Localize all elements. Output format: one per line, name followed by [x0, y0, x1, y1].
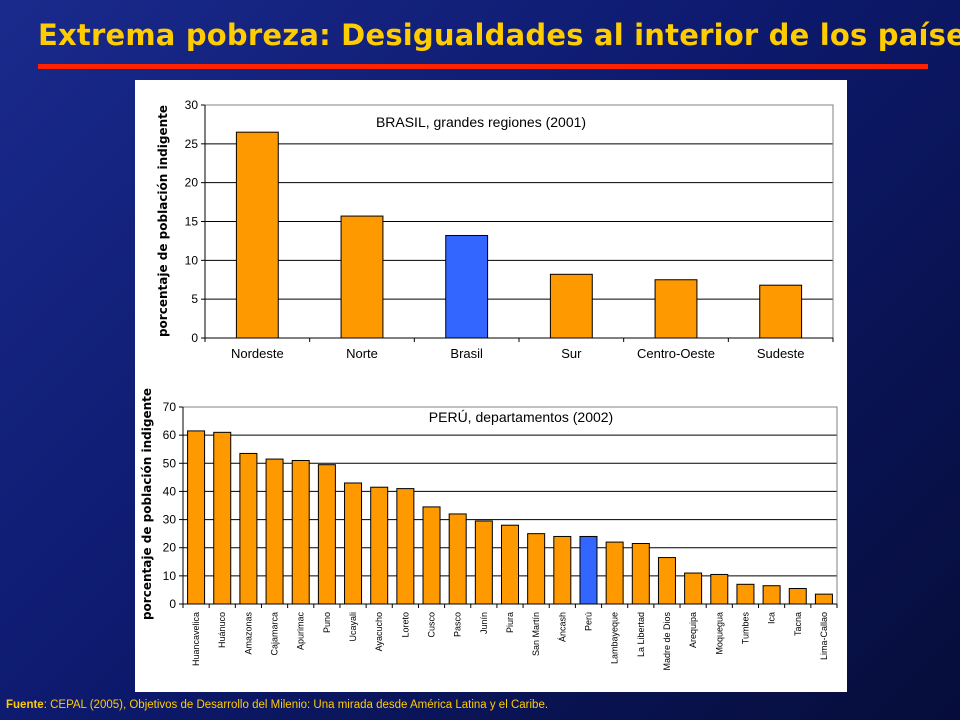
- category-label: Ica: [767, 612, 777, 624]
- bar: [340, 215, 384, 339]
- bar: [448, 513, 467, 605]
- source-label: Fuente: [6, 699, 44, 711]
- bar: [370, 486, 389, 605]
- category-label: Norte: [346, 346, 378, 361]
- category-label: Huánuco: [217, 612, 227, 648]
- bar: [553, 535, 572, 605]
- y-tick-label: 5: [191, 292, 198, 306]
- bar: [235, 131, 279, 339]
- bar: [445, 234, 489, 339]
- bar: [736, 583, 755, 605]
- category-label: Sudeste: [757, 346, 805, 361]
- y-tick-label: 20: [163, 541, 177, 555]
- source-text: : CEPAL (2005), Objetivos de Desarrollo …: [43, 699, 549, 711]
- y-tick-label: 10: [163, 569, 177, 583]
- bar: [317, 464, 336, 605]
- y-tick-label: 25: [185, 137, 199, 151]
- category-label: Amazonas: [243, 612, 253, 655]
- y-tick-label: 60: [163, 428, 177, 442]
- category-label: Moquegua: [714, 612, 724, 655]
- category-label: Sur: [561, 346, 582, 361]
- category-label: Tumbes: [740, 612, 750, 645]
- chart-title: BRASIL, grandes regiones (2001): [376, 114, 586, 130]
- bar: [631, 542, 650, 605]
- category-label: Cusco: [427, 612, 437, 638]
- category-label: Centro-Oeste: [637, 346, 715, 361]
- category-label: San Martín: [531, 612, 541, 656]
- y-tick-label: 40: [163, 484, 177, 498]
- bar: [759, 284, 803, 339]
- category-label: Arequipa: [688, 612, 698, 648]
- category-label: Junín: [479, 612, 489, 634]
- category-label: Loreto: [400, 612, 410, 638]
- y-tick-label: 0: [191, 331, 198, 345]
- chart-1: 0 5 10 15 20 25 30 Nordeste Norte Brasil Sur Centro…: [156, 98, 834, 361]
- category-label: Lambayeque: [610, 612, 620, 664]
- source-note: Fuente: CEPAL (2005), Objetivos de Desar…: [6, 699, 548, 711]
- category-label: Madre de Dios: [662, 612, 672, 671]
- charts-svg: 0 5 10 15 20 25 30 Nordeste Norte Brasil Sur Centro…: [140, 98, 838, 671]
- bar: [527, 533, 546, 605]
- category-label: Ayacucho: [374, 612, 384, 651]
- category-label: Pasco: [453, 612, 463, 637]
- bar: [344, 482, 363, 605]
- category-label: Brasil: [450, 346, 483, 361]
- y-axis-label: porcentaje de población indigente: [140, 388, 154, 620]
- y-axis-label: porcentaje de población indigente: [156, 105, 170, 337]
- y-tick-label: 10: [185, 253, 199, 267]
- y-tick-label: 30: [163, 513, 177, 527]
- y-tick-label: 15: [185, 215, 199, 229]
- y-tick-label: 50: [163, 456, 177, 470]
- category-label: Áncash: [557, 612, 567, 642]
- category-label: Huancavelica: [191, 612, 201, 666]
- bar: [474, 520, 493, 605]
- bar: [500, 524, 520, 605]
- bar: [239, 452, 258, 605]
- bar: [657, 557, 676, 605]
- bar: [265, 458, 284, 605]
- bar: [788, 588, 807, 605]
- y-tick-label: 30: [185, 98, 199, 112]
- bar: [422, 506, 441, 605]
- slide-title: Extrema pobreza: Desigualdades al interi…: [38, 18, 960, 52]
- category-label: Ucayali: [348, 612, 358, 642]
- bar: [814, 593, 833, 605]
- category-label: Tacna: [793, 612, 803, 636]
- bar: [710, 573, 729, 605]
- bar: [579, 535, 598, 605]
- bar: [684, 572, 703, 605]
- category-label: Apurimac: [296, 612, 306, 651]
- bar: [187, 430, 206, 605]
- bar: [654, 279, 698, 339]
- y-tick-label: 0: [169, 597, 176, 611]
- category-label: Piura: [505, 612, 515, 633]
- chart-panel: 0 5 10 15 20 25 30 Nordeste Norte Brasil Sur Centro…: [135, 80, 847, 692]
- y-tick-label: 70: [163, 400, 177, 414]
- category-label: Cajamarca: [270, 612, 280, 656]
- chart-title: PERÚ, departamentos (2002): [429, 409, 613, 425]
- bar: [549, 273, 593, 339]
- bar: [762, 585, 781, 605]
- bar: [605, 541, 624, 605]
- title-underline: [38, 64, 928, 69]
- chart-2: 0 10 20 30 40 50 60 70 Huancavelica Huánuco Amazon…: [140, 388, 838, 671]
- bar: [213, 431, 232, 605]
- bar: [291, 459, 310, 605]
- y-tick-label: 20: [185, 176, 199, 190]
- category-label: Nordeste: [231, 346, 284, 361]
- category-label: La Libertad: [636, 612, 646, 657]
- category-label: Puno: [322, 612, 332, 633]
- category-label: Lima-Callao: [819, 612, 829, 660]
- category-label: Perú: [583, 612, 593, 631]
- bar: [396, 488, 415, 605]
